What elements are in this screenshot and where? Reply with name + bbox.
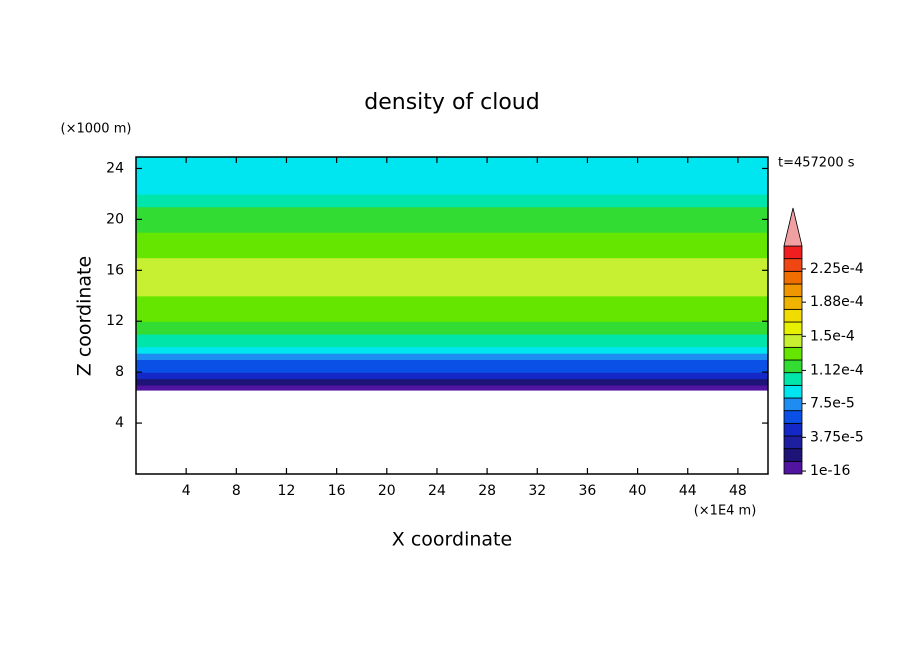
colorbar-box: [783, 321, 803, 336]
colorbar-label: 7.5e-5: [810, 396, 855, 412]
x-tick-label: 8: [232, 483, 241, 499]
density-band: [136, 244, 768, 259]
density-band: [136, 308, 768, 322]
x-tick-label: 16: [328, 483, 346, 499]
chart-title: density of cloud: [364, 90, 539, 115]
density-band: [136, 219, 768, 233]
colorbar-over: [783, 207, 803, 247]
x-tick-label: 48: [729, 483, 747, 499]
density-band: [136, 232, 768, 246]
x-tick-label: 12: [278, 483, 296, 499]
density-band: [136, 283, 768, 297]
colorbar-box: [783, 346, 803, 361]
x-tick-label: 40: [629, 483, 647, 499]
density-band: [136, 333, 768, 348]
y-tick-label: 24: [106, 160, 124, 176]
density-band: [136, 321, 768, 335]
x-axis-title: X coordinate: [392, 529, 512, 551]
density-band: [136, 359, 768, 367]
colorbar-label: 1.88e-4: [810, 294, 864, 310]
colorbar-label: 2.25e-4: [810, 261, 864, 277]
time-label: t=457200 s: [778, 156, 855, 171]
x-unit: (×1E4 m): [694, 504, 757, 519]
colorbar-box: [783, 435, 803, 450]
x-tick-label: 36: [579, 483, 597, 499]
x-tick-label: 20: [378, 483, 396, 499]
density-band: [136, 384, 768, 391]
x-tick-label: 24: [428, 483, 446, 499]
colorbar-box: [783, 308, 803, 323]
density-band: [136, 372, 768, 380]
colorbar-box: [783, 384, 803, 399]
density-band: [136, 270, 768, 284]
colorbar-label: 1.5e-4: [810, 328, 855, 344]
density-band: [136, 181, 768, 195]
colorbar-box: [783, 296, 803, 310]
x-tick-label: 4: [182, 483, 191, 499]
y-tick-label: 4: [115, 415, 124, 431]
density-band: [136, 257, 768, 271]
colorbar-box: [783, 397, 803, 412]
density-band: [136, 157, 768, 170]
density-band: [136, 378, 768, 386]
density-band: [136, 168, 768, 182]
x-tick-label: 32: [528, 483, 546, 499]
colorbar-label: 3.75e-5: [810, 429, 864, 445]
y-unit: (×1000 m): [61, 122, 132, 137]
density-band: [136, 353, 768, 361]
colorbar-box: [783, 372, 803, 386]
colorbar-box: [783, 410, 803, 424]
colorbar-box: [783, 422, 803, 437]
y-tick-label: 8: [115, 364, 124, 380]
density-band: [136, 295, 768, 310]
colorbar-box: [783, 359, 803, 374]
density-band: [136, 365, 768, 373]
colorbar-box: [783, 245, 803, 260]
colorbar-label: 1.12e-4: [810, 362, 864, 378]
colorbar-box: [783, 460, 803, 475]
plot-frame: [135, 156, 769, 475]
x-tick-label: 28: [478, 483, 496, 499]
x-tick-label: 44: [679, 483, 697, 499]
y-axis-title: Z coordinate: [74, 256, 96, 376]
colorbar-box: [783, 334, 803, 348]
y-tick-label: 16: [106, 262, 124, 278]
colorbar-label: 1e-16: [810, 463, 850, 479]
colorbar-box: [783, 270, 803, 285]
density-band: [136, 193, 768, 208]
density-band: [136, 346, 768, 354]
y-tick-label: 12: [106, 313, 124, 329]
density-band: [136, 206, 768, 220]
colorbar-box: [783, 258, 803, 272]
y-tick-label: 20: [106, 211, 124, 227]
colorbar-box: [783, 448, 803, 462]
colorbar-box: [783, 283, 803, 298]
